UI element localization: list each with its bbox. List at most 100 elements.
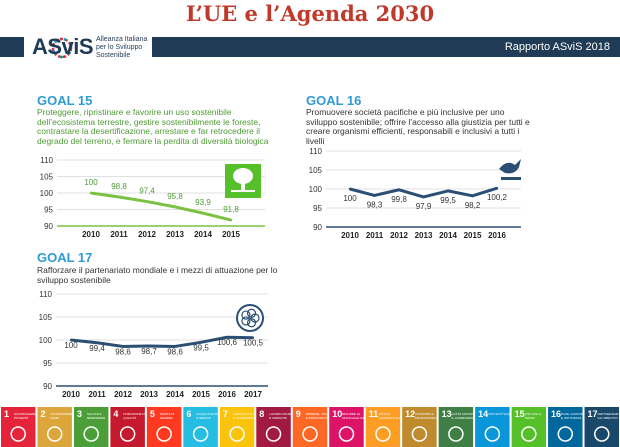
svg-text:11: 11	[369, 409, 379, 419]
series-line	[90, 191, 232, 222]
goal15-title: GOAL 15	[37, 93, 93, 108]
svg-text:ENERGIA PULITA: ENERGIA PULITA	[233, 412, 257, 416]
svg-text:15: 15	[515, 409, 525, 419]
y-tick-label: 105	[40, 173, 54, 182]
svg-text:E SERVIZI: E SERVIZI	[196, 416, 211, 420]
svg-text:DISUGUAGLIANZE: DISUGUAGLIANZE	[342, 416, 369, 420]
partnership-icon	[236, 304, 264, 332]
series-line	[70, 335, 254, 348]
x-tick-label: 2011	[110, 230, 128, 239]
data-point	[229, 218, 233, 222]
svg-text:LOTTA CONTRO: LOTTA CONTRO	[452, 412, 476, 416]
goal17-description: Rafforzare il partenariato mondiale e i …	[37, 265, 278, 285]
x-tick-label: 2013	[140, 390, 158, 399]
data-label: 100,5	[243, 339, 264, 348]
logo-tagline: Alleanza Italiana per lo Sviluppo Sosten…	[96, 36, 148, 59]
x-tick-label: 2010	[341, 231, 359, 240]
svg-text:16: 16	[551, 409, 561, 419]
y-tick-label: 110	[39, 290, 52, 299]
data-label: 98,6	[167, 347, 183, 356]
data-point	[495, 187, 499, 190]
svg-text:GLI OBIETTIVI: GLI OBIETTIVI	[598, 416, 618, 420]
svg-text:PARTNERSHIP PER: PARTNERSHIP PER	[598, 412, 620, 416]
tree-icon	[225, 164, 261, 198]
y-tick-label: 95	[43, 359, 52, 368]
x-tick-label: 2012	[114, 390, 132, 399]
y-tick-label: 100	[309, 185, 323, 194]
y-tick-label: 105	[309, 166, 323, 175]
y-tick-label: 110	[40, 156, 53, 165]
svg-text:ACQUA PULITA: ACQUA PULITA	[196, 412, 218, 416]
data-point	[121, 345, 125, 348]
data-point	[251, 336, 255, 339]
svg-text:2: 2	[40, 409, 45, 419]
y-tick-label: 90	[313, 223, 322, 232]
data-label: 98,3	[367, 200, 383, 209]
data-point	[145, 200, 149, 203]
data-label: 99,4	[89, 344, 105, 353]
data-point	[117, 195, 121, 199]
svg-text:12: 12	[405, 409, 415, 419]
data-label: 95,8	[167, 192, 183, 201]
svg-text:BENESSERE: BENESSERE	[87, 416, 105, 420]
svg-text:COMUNITÀ SOSTENIBILI: COMUNITÀ SOSTENIBILI	[379, 416, 415, 420]
svg-text:6: 6	[186, 409, 191, 419]
svg-text:5: 5	[150, 409, 155, 419]
svg-text:10: 10	[332, 409, 342, 419]
y-tick-label: 100	[39, 336, 53, 345]
svg-text:1: 1	[4, 409, 9, 419]
svg-text:9: 9	[296, 409, 301, 419]
svg-text:4: 4	[113, 409, 118, 419]
x-tick-label: 2012	[390, 231, 408, 240]
svg-text:LAVORO DIGNITOSO: LAVORO DIGNITOSO	[269, 412, 300, 416]
y-tick-label: 90	[43, 382, 52, 391]
data-point	[147, 344, 151, 348]
sdg-tile-14: 14 VITA SOTT'ACQUA	[475, 407, 514, 447]
data-label: 91,8	[223, 205, 239, 214]
data-point	[173, 345, 177, 348]
series-line	[349, 186, 498, 199]
x-tick-label: 2017	[244, 390, 262, 399]
svg-text:PACE, GIUSTIZIA: PACE, GIUSTIZIA	[561, 412, 585, 416]
x-tick-label: 2014	[439, 231, 457, 240]
data-label: 98,7	[141, 347, 157, 356]
data-point	[373, 194, 376, 197]
data-label: 100,6	[217, 338, 238, 347]
goal17-chart: 110 105 100 95 90 2010 2011 2012 2013 2014 2015 201…	[39, 290, 268, 399]
x-tick-label: 2016	[488, 231, 506, 240]
data-label: 99,8	[391, 195, 407, 204]
data-point	[173, 205, 177, 209]
data-point	[397, 188, 401, 191]
svg-text:PARITÀ DI: PARITÀ DI	[160, 412, 175, 416]
x-tick-label: 2011	[88, 390, 106, 399]
svg-text:FAME: FAME	[50, 416, 58, 420]
svg-text:GENERE: GENERE	[160, 416, 173, 420]
goal16-chart: 110 105 100 95 90 2010 2011 2012 2013 2014 2015 201…	[309, 147, 521, 240]
data-point	[199, 341, 203, 344]
data-label: 93,9	[195, 198, 211, 207]
x-tick-label: 2014	[166, 390, 184, 399]
slide-title: L’UE e l’Agenda 2030	[185, 1, 435, 26]
goal16-title: GOAL 16	[306, 93, 362, 108]
goal15-description: Proteggere, ripristinare e favorire un u…	[37, 107, 269, 146]
data-label: 98,8	[111, 182, 127, 191]
data-label: 100	[84, 178, 98, 187]
svg-text:SALUTE E: SALUTE E	[87, 412, 102, 416]
svg-text:CITTÀ E: CITTÀ E	[379, 412, 391, 416]
dove-icon	[499, 159, 521, 180]
data-label: 99,5	[193, 343, 209, 352]
svg-text:E ACCESSIBILE: E ACCESSIBILE	[233, 416, 255, 420]
svg-text:8: 8	[259, 409, 264, 419]
data-point	[69, 338, 73, 342]
data-label: 98,2	[465, 201, 481, 210]
svg-text:VITA SOTT'ACQUA: VITA SOTT'ACQUA	[488, 412, 514, 416]
svg-text:PRODUZIONE RESPONSABILI: PRODUZIONE RESPONSABILI	[415, 416, 458, 420]
